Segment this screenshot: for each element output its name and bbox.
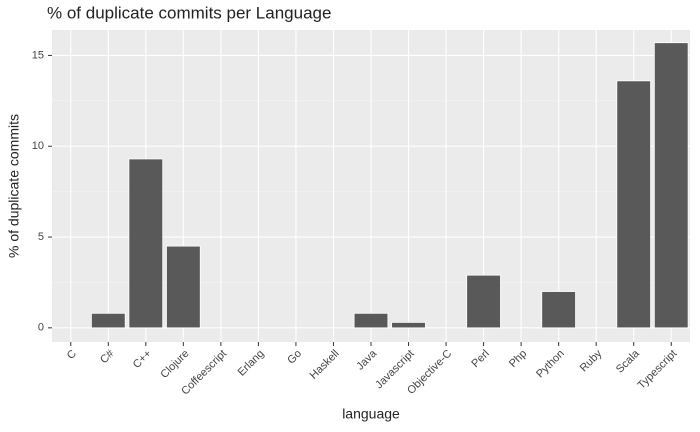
x-tick-label: Haskell [308,348,342,382]
bar [128,158,164,329]
x-tick-label: Php [507,348,529,370]
x-tick-label: Python [534,348,567,381]
x-tick-label: Perl [469,348,491,370]
bar [166,245,201,329]
y-tick-label: 10 [32,140,44,152]
x-tick-label: Java [354,347,380,373]
x-tick-label: Erlang [236,348,267,379]
x-tick-label: C++ [131,348,154,371]
x-tick-label: Go [285,348,304,367]
bar [353,312,389,329]
x-tick-label: Scala [614,347,643,376]
x-tick-label: Typescript [635,348,679,392]
x-tick-label: C [65,348,79,362]
x-axis-title: language [342,406,400,422]
y-axis-title: % of duplicate commits [6,114,22,258]
x-tick-label: Clojure [158,348,191,381]
y-tick-label: 5 [38,231,44,243]
bar [616,80,651,329]
x-tick-label: C# [98,347,117,366]
bar [466,274,501,329]
bar [653,42,689,329]
chart-title: % of duplicate commits per Language [47,3,331,22]
bar [391,321,426,329]
bar [541,291,576,329]
x-tick-label: Ruby [578,347,605,374]
y-tick-label: 0 [38,322,44,334]
y-tick-label: 15 [32,49,44,61]
bar [91,312,126,329]
